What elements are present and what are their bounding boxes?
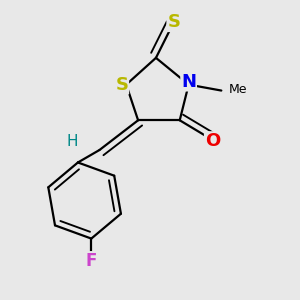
Text: S: S: [167, 13, 180, 31]
Text: Me: Me: [229, 82, 247, 96]
Text: F: F: [85, 252, 97, 270]
Text: O: O: [205, 132, 220, 150]
Text: N: N: [181, 73, 196, 91]
Text: S: S: [115, 76, 128, 94]
Text: H: H: [67, 134, 79, 148]
